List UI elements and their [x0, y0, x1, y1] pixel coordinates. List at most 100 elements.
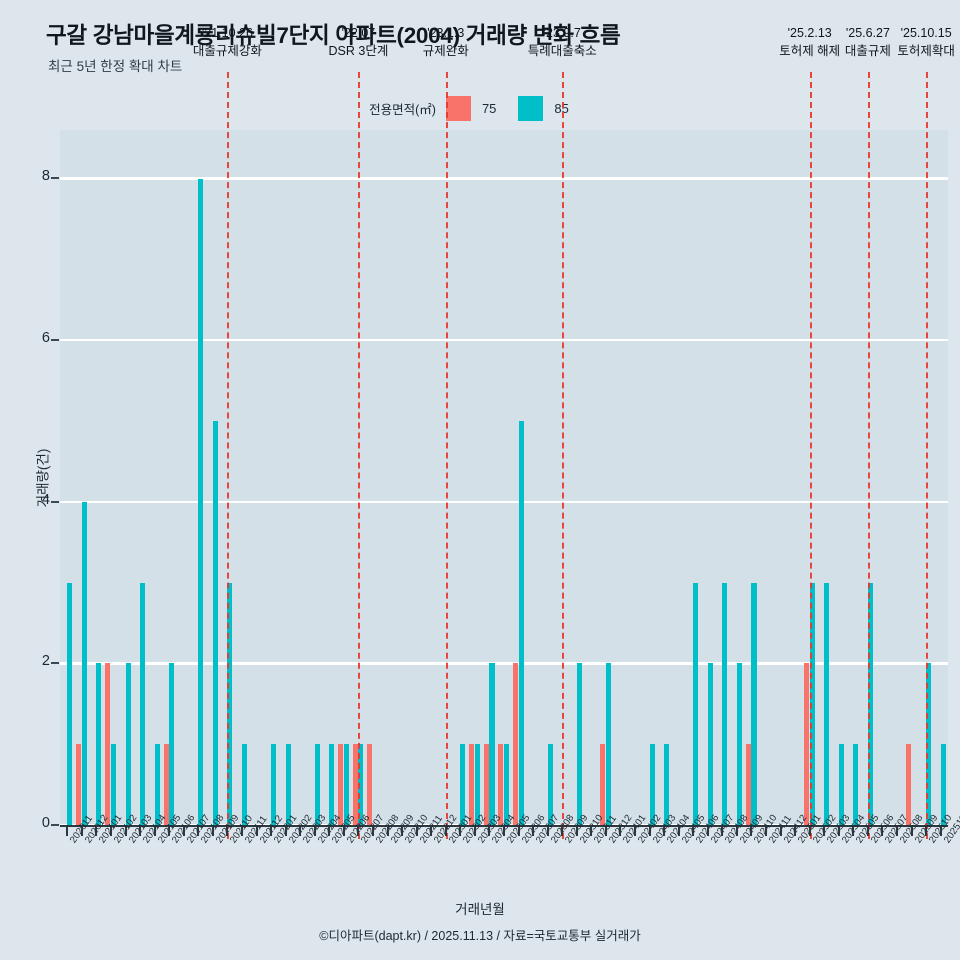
bar[interactable] — [600, 744, 606, 825]
bar[interactable] — [140, 582, 146, 825]
event-text: 특례대출축소 — [527, 43, 597, 58]
x-axis-tick — [648, 827, 651, 836]
x-axis-tick — [910, 827, 913, 836]
bar[interactable] — [81, 501, 87, 825]
x-axis-tick — [575, 827, 578, 836]
x-axis-tick — [124, 827, 127, 836]
bar[interactable] — [110, 744, 116, 825]
legend-swatch-85 — [518, 96, 544, 121]
x-axis-tick — [779, 827, 782, 836]
bar[interactable] — [518, 420, 524, 825]
x-axis-tick — [401, 827, 404, 836]
bar[interactable] — [824, 582, 830, 825]
bar[interactable] — [96, 663, 102, 825]
bar[interactable] — [67, 582, 73, 825]
bar[interactable] — [489, 663, 495, 825]
event-line — [926, 72, 929, 839]
x-axis-tick — [284, 827, 287, 836]
bar[interactable] — [605, 663, 611, 825]
bar[interactable] — [105, 663, 111, 825]
y-axis-tick-label: 4 — [41, 491, 50, 508]
bar[interactable] — [504, 744, 510, 825]
bar[interactable] — [512, 663, 518, 825]
legend-title: 전용면적(㎡) — [369, 103, 436, 117]
x-axis-tick — [226, 827, 229, 836]
bar[interactable] — [736, 663, 742, 825]
x-axis-tick — [866, 827, 869, 836]
bar[interactable] — [358, 744, 364, 825]
bar[interactable] — [329, 744, 335, 825]
bar[interactable] — [198, 178, 204, 825]
bar[interactable] — [940, 744, 946, 825]
x-axis-tick — [663, 827, 666, 836]
bar[interactable] — [867, 582, 873, 825]
legend-item-75[interactable]: 75 — [445, 96, 518, 121]
x-axis-tick — [896, 827, 899, 836]
bar[interactable] — [751, 582, 757, 825]
bar[interactable] — [926, 663, 932, 825]
x-axis-tick — [371, 827, 374, 836]
bar[interactable] — [474, 744, 480, 825]
x-axis-tick — [473, 827, 476, 836]
bar[interactable] — [722, 582, 728, 825]
x-axis-tick — [517, 827, 520, 836]
event-date: '21.10.26 — [201, 26, 253, 40]
x-axis-tick — [95, 827, 98, 836]
x-axis-tick — [80, 827, 83, 836]
x-axis-tick — [619, 827, 622, 836]
bar[interactable] — [649, 744, 655, 825]
bar[interactable] — [483, 744, 489, 825]
bar[interactable] — [905, 744, 911, 825]
y-axis-tick — [51, 662, 59, 665]
event-line — [227, 72, 230, 839]
bar[interactable] — [853, 744, 859, 825]
bar[interactable] — [693, 582, 699, 825]
bar[interactable] — [352, 744, 358, 825]
event-date: '25.10.15 — [900, 26, 952, 40]
y-axis-tick-label: 8 — [41, 168, 50, 185]
x-axis-tick — [808, 827, 811, 836]
bar[interactable] — [338, 744, 344, 825]
bar[interactable] — [169, 663, 175, 825]
x-axis-tick — [634, 827, 637, 836]
event-date: '22.07 — [341, 26, 376, 40]
bar[interactable] — [838, 744, 844, 825]
bar[interactable] — [745, 744, 751, 825]
event-text: 대출규제 — [844, 43, 891, 58]
legend-item-85[interactable]: 85 — [518, 96, 590, 121]
bar[interactable] — [664, 744, 670, 825]
event-text: 토허제 해제 — [779, 43, 841, 58]
bar[interactable] — [241, 744, 248, 825]
bar[interactable] — [804, 663, 810, 825]
bar[interactable] — [547, 744, 553, 825]
x-axis-tick — [342, 827, 345, 836]
bar[interactable] — [460, 744, 466, 825]
bar[interactable] — [154, 744, 160, 825]
event-date: '25.6.27 — [845, 26, 890, 40]
bar[interactable] — [809, 582, 815, 825]
bar[interactable] — [271, 744, 277, 825]
x-axis-tick — [109, 827, 112, 836]
event-label: '25.6.27 대출규제 — [845, 25, 891, 61]
x-axis-tick — [750, 827, 753, 836]
bar[interactable] — [707, 663, 713, 825]
x-axis-tick — [561, 827, 564, 836]
bar[interactable] — [285, 744, 291, 825]
bar[interactable] — [314, 744, 320, 825]
x-axis-tick — [299, 827, 302, 836]
bar[interactable] — [212, 420, 218, 825]
footer-credit: ©디아파트(dapt.kr) / 2025.11.13 / 자료=국토교통부 실… — [319, 929, 641, 943]
bar[interactable] — [163, 744, 169, 825]
x-axis-tick — [444, 827, 447, 836]
bar[interactable] — [227, 582, 233, 825]
chart-plot-area: '21.10.26 대출규제강화 '22.07 DSR 3단계 '23.1.3 규제완화 '… — [35, 26, 955, 839]
bar[interactable] — [343, 744, 349, 825]
bar[interactable] — [469, 744, 475, 825]
bar[interactable] — [498, 744, 504, 825]
x-axis-tick — [240, 827, 243, 836]
bar[interactable] — [367, 744, 373, 825]
bar[interactable] — [76, 744, 82, 825]
bar[interactable] — [576, 663, 582, 825]
x-axis-tick — [430, 827, 433, 836]
bar[interactable] — [125, 663, 131, 825]
